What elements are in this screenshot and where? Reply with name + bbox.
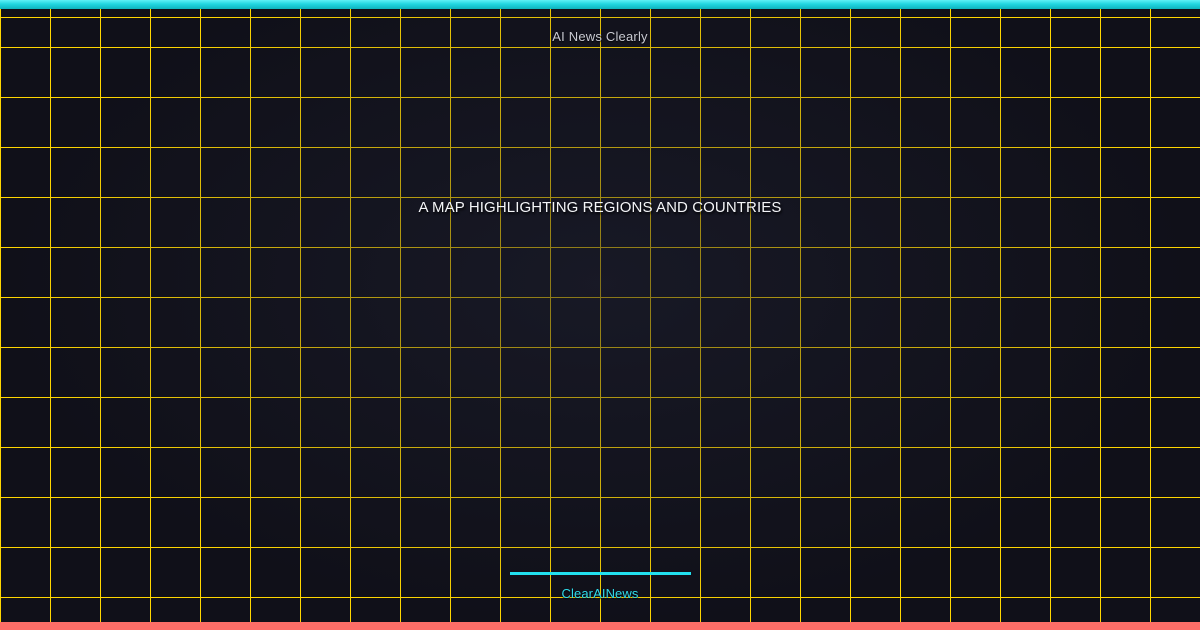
- brand-underline-rule: [510, 572, 691, 575]
- bottom-accent-bar: [0, 622, 1200, 630]
- site-name-label: AI News Clearly: [552, 29, 648, 44]
- page-title: A MAP HIGHLIGHTING REGIONS AND COUNTRIES: [418, 199, 782, 216]
- brand-watermark: ClearAINews: [561, 586, 639, 601]
- top-accent-bar: [0, 0, 1200, 9]
